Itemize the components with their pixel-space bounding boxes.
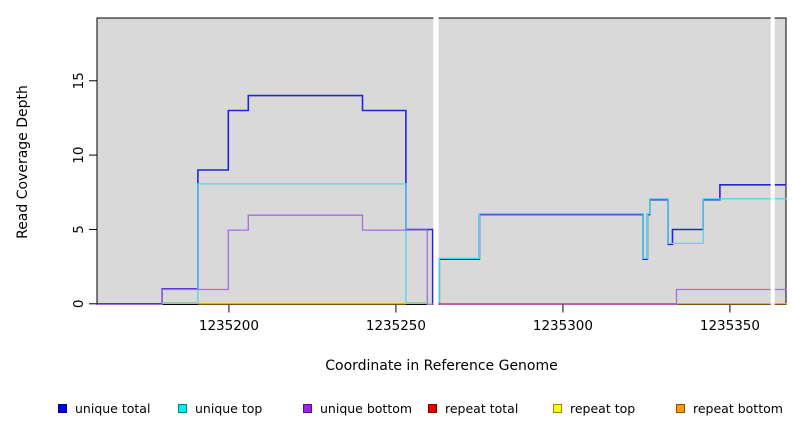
legend-swatch bbox=[303, 403, 312, 413]
legend-label: repeat bottom bbox=[693, 400, 783, 416]
legend-item-repeat-total: repeat total bbox=[428, 399, 518, 417]
plot-background bbox=[97, 18, 786, 305]
legend-label: repeat total bbox=[445, 400, 519, 416]
legend-item-unique-top: unique top bbox=[178, 399, 262, 417]
legend-swatch bbox=[428, 403, 437, 413]
x-axis-tick-label: 1235200 bbox=[199, 318, 259, 334]
legend-swatch bbox=[553, 403, 562, 413]
series-line-unique-bottom bbox=[97, 214, 433, 306]
legend-item-repeat-bottom: repeat bottom bbox=[676, 399, 783, 417]
x-axis-title: Coordinate in Reference Genome bbox=[325, 358, 558, 374]
legend-swatch bbox=[178, 403, 187, 413]
y-axis-tick-label: 0 bbox=[71, 300, 87, 309]
series-line-unique-top bbox=[197, 183, 407, 303]
x-axis-tick-label: 1235300 bbox=[533, 318, 593, 334]
y-axis-tick-label: 10 bbox=[71, 147, 87, 164]
x-axis-tick-label: 1235250 bbox=[366, 318, 426, 334]
legend-item-unique-bottom: unique bottom bbox=[303, 399, 412, 417]
legend-item-repeat-top: repeat top bbox=[553, 399, 635, 417]
coverage-mask-gap bbox=[433, 16, 439, 307]
legend-swatch bbox=[676, 403, 685, 413]
legend-swatch bbox=[58, 403, 67, 413]
legend-label: unique total bbox=[75, 400, 151, 416]
legend-label: unique top bbox=[195, 400, 263, 416]
series-line-unique-top bbox=[438, 198, 787, 303]
legend-item-unique-total: unique total bbox=[58, 399, 150, 417]
y-axis-title: Read Coverage Depth bbox=[15, 85, 31, 239]
y-axis-tick-label: 5 bbox=[71, 225, 87, 234]
legend-label: unique bottom bbox=[320, 400, 413, 416]
x-axis-tick-label: 1235350 bbox=[700, 318, 760, 334]
legend-label: repeat top bbox=[570, 400, 636, 416]
coverage-mask-gap bbox=[770, 16, 775, 307]
y-axis-tick-label: 15 bbox=[71, 72, 87, 89]
